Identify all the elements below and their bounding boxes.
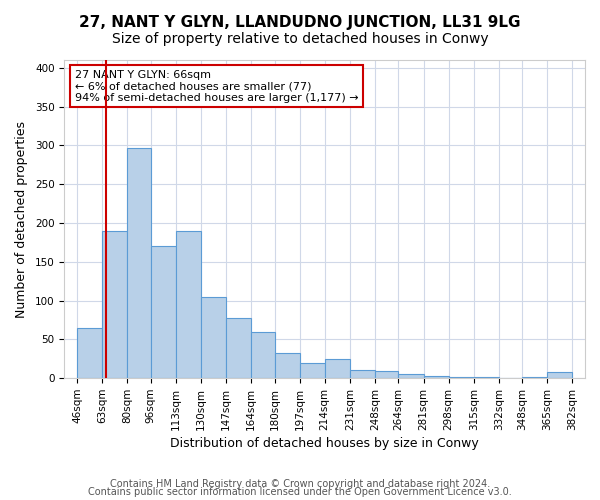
X-axis label: Distribution of detached houses by size in Conwy: Distribution of detached houses by size … bbox=[170, 437, 479, 450]
Bar bbox=[275, 354, 299, 378]
Text: 27, NANT Y GLYN, LLANDUDNO JUNCTION, LL31 9LG: 27, NANT Y GLYN, LLANDUDNO JUNCTION, LL3… bbox=[79, 15, 521, 30]
Bar bbox=[176, 230, 201, 378]
Bar bbox=[449, 376, 473, 378]
Bar bbox=[102, 230, 127, 378]
Bar bbox=[547, 372, 572, 378]
Bar bbox=[226, 318, 251, 378]
Bar bbox=[375, 371, 398, 378]
Bar bbox=[350, 370, 375, 378]
Bar bbox=[424, 376, 449, 378]
Text: Contains public sector information licensed under the Open Government Licence v3: Contains public sector information licen… bbox=[88, 487, 512, 497]
Bar bbox=[523, 376, 547, 378]
Text: 27 NANT Y GLYN: 66sqm
← 6% of detached houses are smaller (77)
94% of semi-detac: 27 NANT Y GLYN: 66sqm ← 6% of detached h… bbox=[75, 70, 358, 102]
Bar bbox=[151, 246, 176, 378]
Text: Size of property relative to detached houses in Conwy: Size of property relative to detached ho… bbox=[112, 32, 488, 46]
Text: Contains HM Land Registry data © Crown copyright and database right 2024.: Contains HM Land Registry data © Crown c… bbox=[110, 479, 490, 489]
Bar bbox=[77, 328, 102, 378]
Bar bbox=[325, 359, 350, 378]
Bar bbox=[127, 148, 151, 378]
Bar bbox=[398, 374, 424, 378]
Bar bbox=[251, 332, 275, 378]
Bar bbox=[201, 296, 226, 378]
Y-axis label: Number of detached properties: Number of detached properties bbox=[15, 120, 28, 318]
Bar bbox=[299, 362, 325, 378]
